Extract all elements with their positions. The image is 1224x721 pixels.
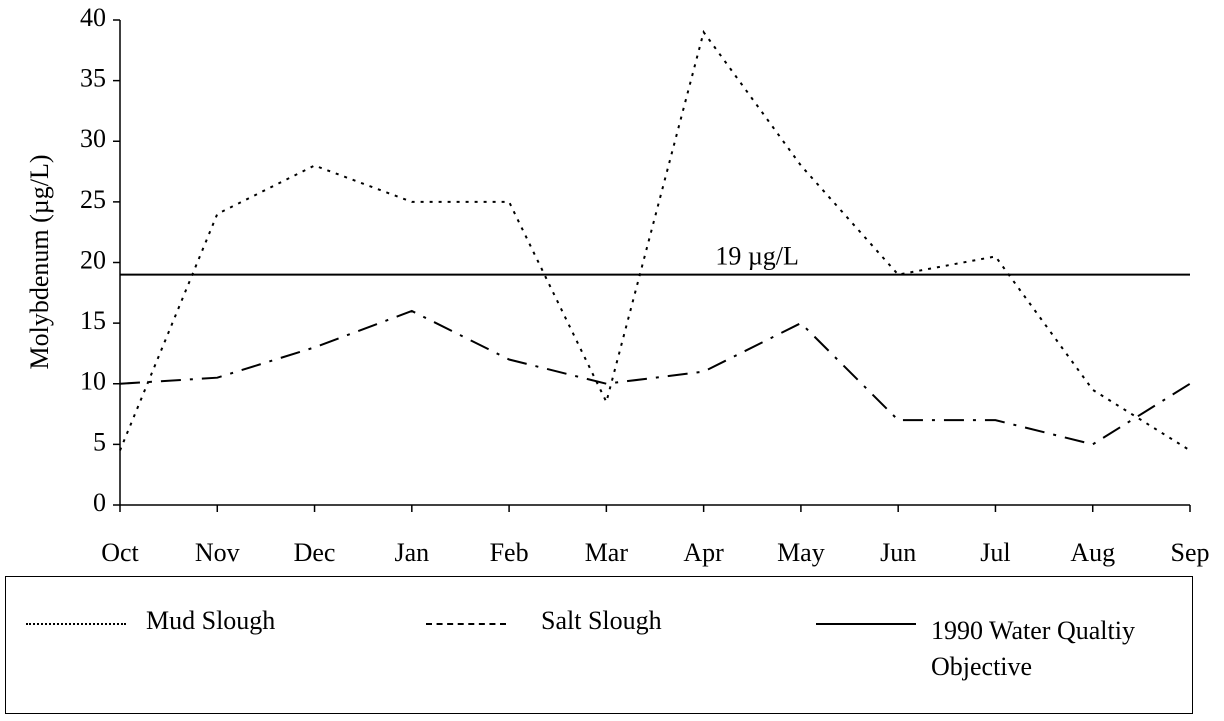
series-line (119, 309, 1191, 446)
legend-swatch (26, 623, 126, 625)
x-tick-label: Nov (195, 538, 240, 567)
x-tick-label: Mar (585, 538, 629, 567)
y-tick-label: 15 (80, 306, 106, 335)
x-tick-label: Feb (490, 538, 529, 567)
y-tick-label: 25 (80, 185, 106, 214)
legend-label: Mud Slough (146, 606, 276, 635)
y-tick-label: 35 (80, 64, 106, 93)
x-tick-label: Dec (294, 538, 336, 567)
series-line (119, 29, 1191, 452)
y-axis-label: Molybdenum (µg/L) (25, 154, 54, 369)
x-tick-label: Sep (1171, 538, 1210, 567)
x-tick-label: Jun (880, 538, 916, 567)
x-tick-label: Aug (1070, 538, 1115, 567)
y-tick-label: 40 (80, 3, 106, 32)
x-tick-label: Oct (101, 538, 139, 567)
legend-swatch (816, 623, 916, 625)
x-tick-label: Jan (394, 538, 429, 567)
legend: Mud Slough Salt Slough 1990 Water Qualtiy … (5, 576, 1193, 714)
legend-label: 1990 Water Qualtiy Objective (931, 616, 1135, 681)
x-tick-label: Apr (683, 538, 724, 567)
y-tick-label: 10 (80, 367, 106, 396)
y-tick-label: 0 (93, 488, 106, 517)
legend-swatch (426, 623, 506, 625)
legend-label: Salt Slough (541, 606, 662, 635)
y-tick-label: 30 (80, 124, 106, 153)
y-tick-label: 20 (80, 245, 106, 274)
annotation: 19 µg/L (715, 242, 799, 271)
chart: Molybdenum (µg/L) 0 5 10 15 20 25 30 35 40 Oct Nov… (25, 3, 1210, 567)
x-tick-label: May (777, 538, 825, 567)
y-tick-label: 5 (93, 427, 106, 456)
x-tick-label: Jul (980, 538, 1010, 567)
